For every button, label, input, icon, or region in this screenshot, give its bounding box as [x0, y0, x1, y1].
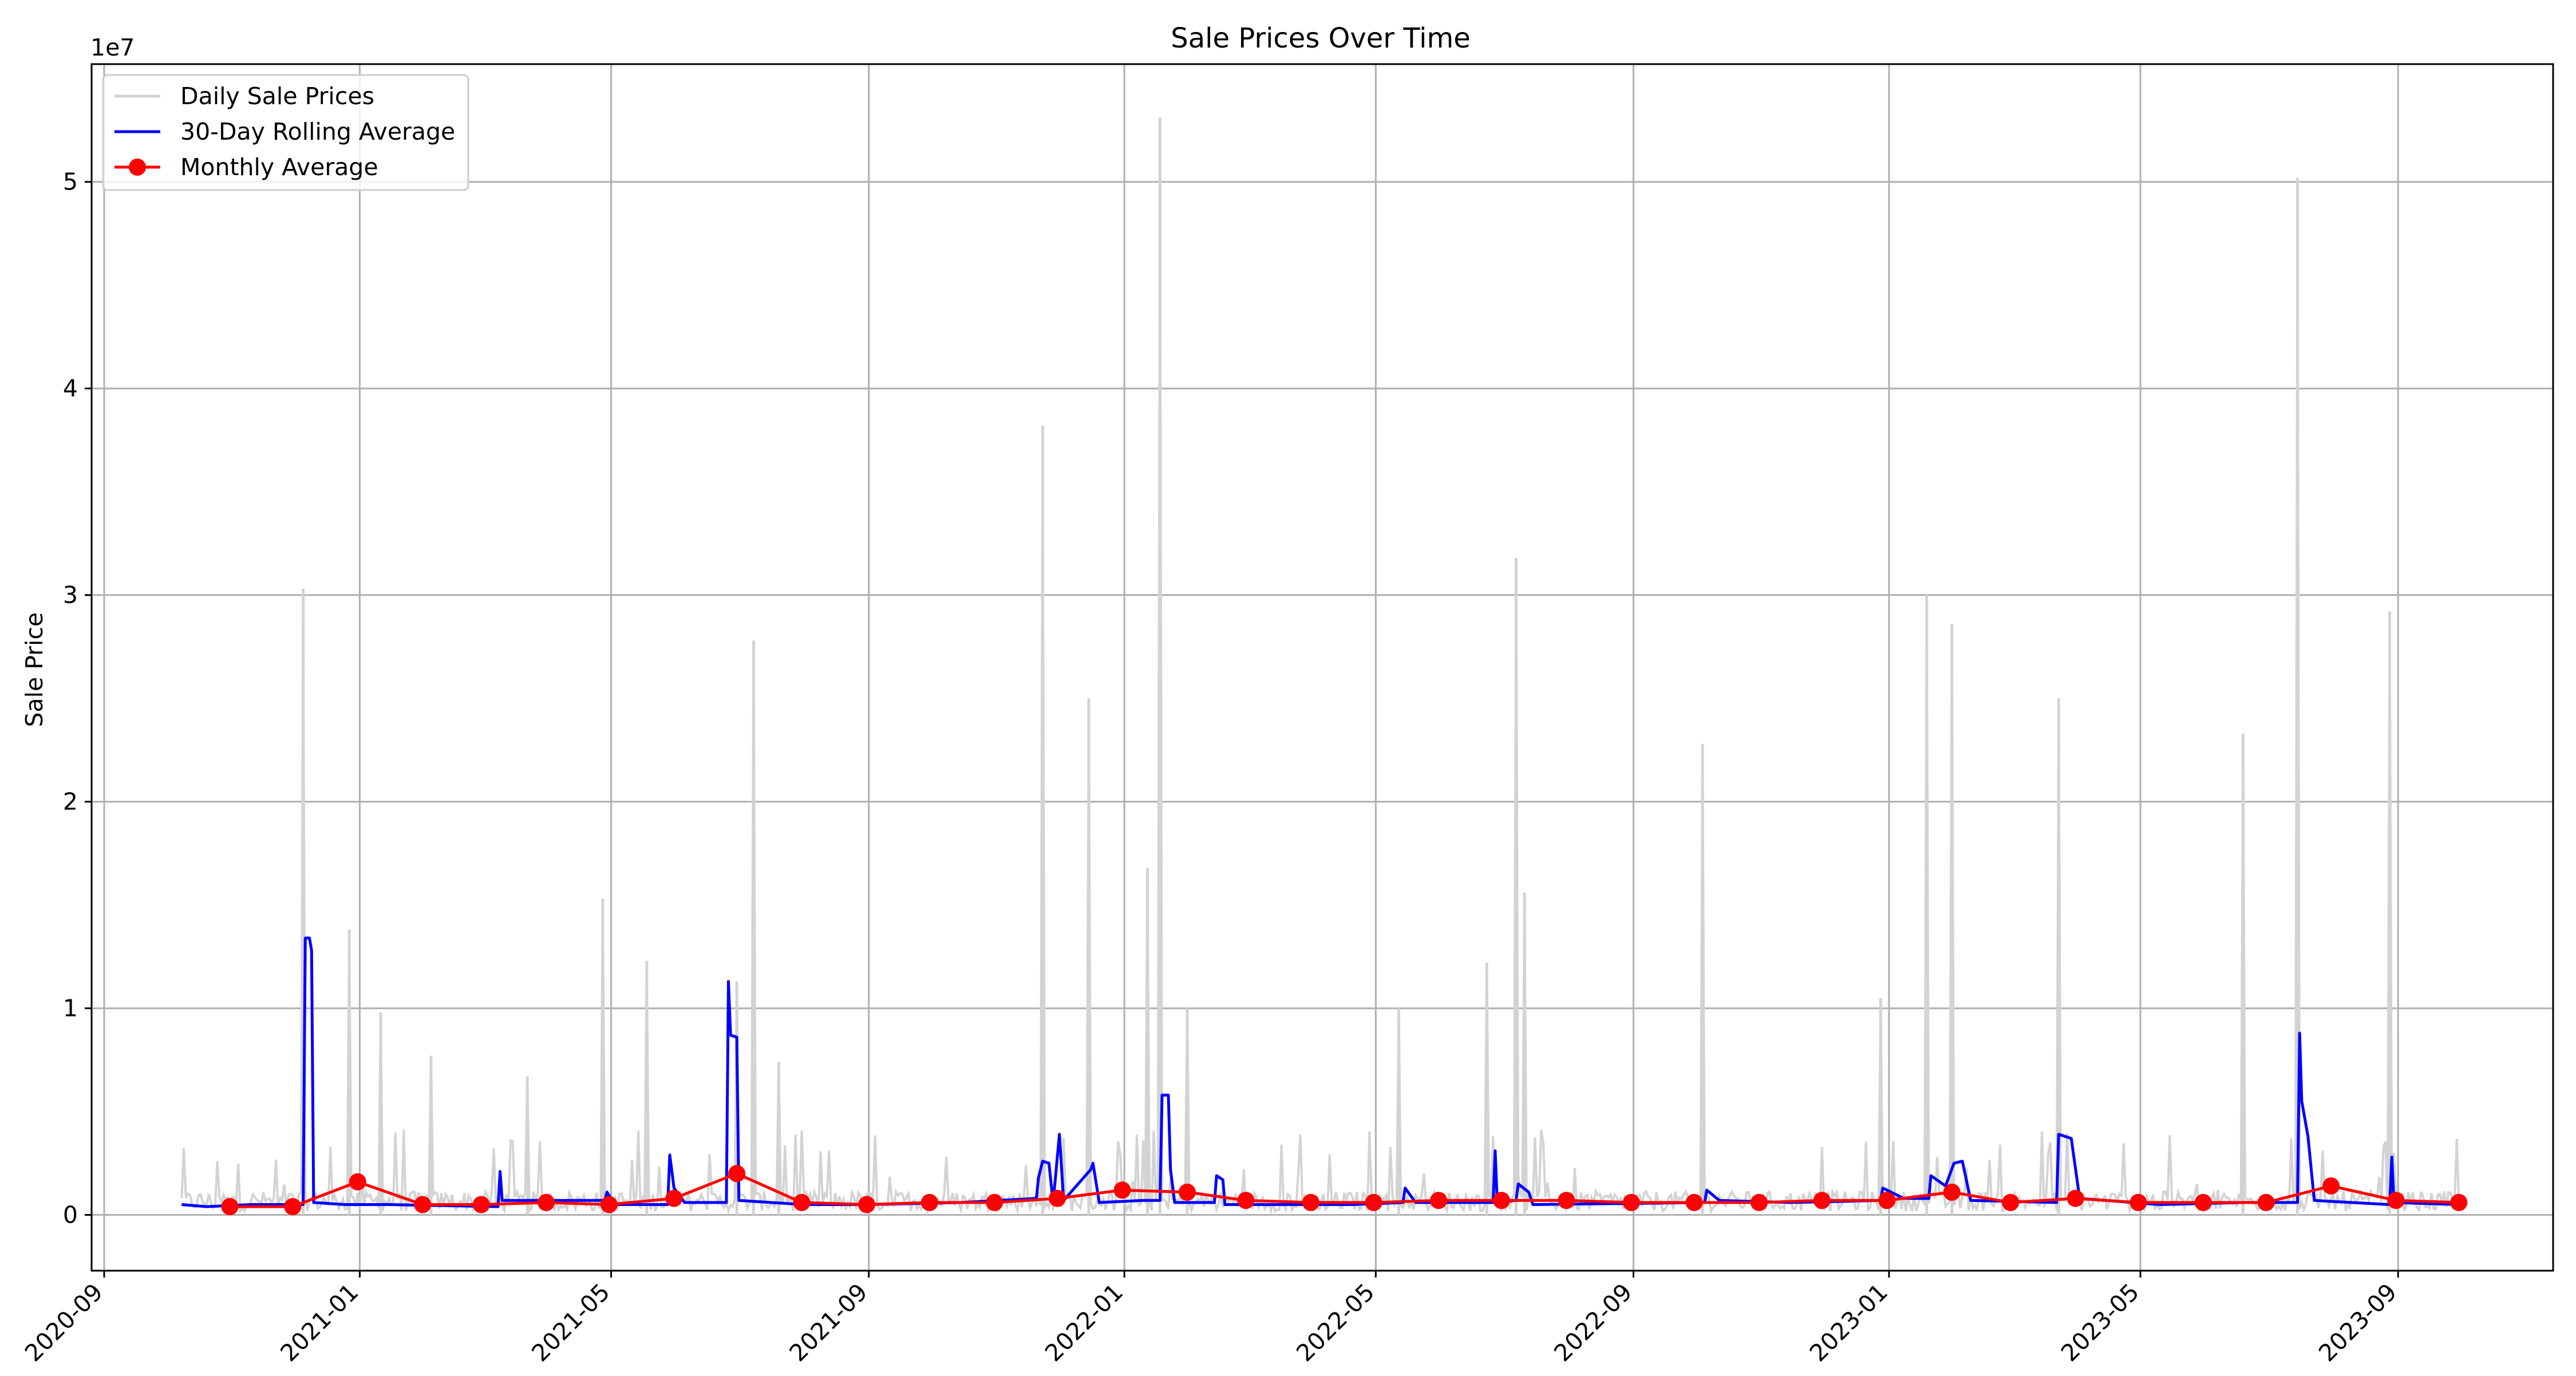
- legend-marker-monthly: [129, 159, 146, 176]
- monthly-average-point: [538, 1193, 555, 1211]
- x-tick-label: 2021-09: [784, 1278, 873, 1367]
- monthly-average-point: [665, 1189, 683, 1207]
- monthly-average-point: [1558, 1192, 1575, 1209]
- x-tick-label: 2020-09: [19, 1278, 108, 1367]
- monthly-average-point: [284, 1198, 302, 1216]
- monthly-average-point: [349, 1173, 366, 1191]
- grid-layer: [92, 64, 2553, 1271]
- monthly-average-point: [1492, 1192, 1510, 1209]
- monthly-average-point: [1751, 1193, 1768, 1211]
- x-tick-label: 2022-05: [1291, 1278, 1380, 1367]
- monthly-average-point: [1178, 1183, 1196, 1201]
- rolling-average-line: [181, 936, 2459, 1208]
- monthly-average-point: [1113, 1181, 1131, 1199]
- legend-label-rolling: 30-Day Rolling Average: [180, 118, 455, 145]
- x-tick-label: 2022-01: [1040, 1278, 1128, 1367]
- monthly-average-point: [793, 1193, 811, 1211]
- x-tick-label: 2021-05: [527, 1278, 615, 1367]
- y-axis-label: Sale Price: [21, 612, 48, 727]
- monthly-average-point: [2387, 1192, 2405, 1209]
- monthly-average-point: [221, 1198, 239, 1216]
- y-axis-offset-label: 1e7: [90, 34, 135, 61]
- monthly-average-point: [2002, 1193, 2020, 1211]
- legend-box: [102, 74, 469, 191]
- monthly-average-point: [858, 1196, 876, 1213]
- monthly-average-point: [986, 1193, 1003, 1211]
- monthly-average-point: [1813, 1192, 1831, 1209]
- monthly-average-line: [230, 1172, 2459, 1208]
- x-tick-label: 2021-01: [275, 1278, 364, 1367]
- x-tick-label: 2022-09: [1548, 1278, 1637, 1367]
- y-tick-label: 2: [63, 788, 78, 816]
- monthly-average-point: [1943, 1183, 1961, 1201]
- y-tick-label: 4: [63, 375, 78, 402]
- plot-frame: [90, 63, 2554, 1272]
- monthly-average-point: [1622, 1193, 1640, 1211]
- monthly-average-point: [2067, 1189, 2084, 1207]
- plot-area: [180, 117, 2468, 1216]
- monthly-average-point: [2129, 1193, 2147, 1211]
- monthly-average-point: [1237, 1192, 1255, 1209]
- monthly-average-point: [1365, 1193, 1382, 1211]
- legend-label-daily: Daily Sale Prices: [180, 82, 374, 110]
- x-tick-label: 2023-01: [1804, 1278, 1893, 1367]
- y-tick-label: 0: [63, 1201, 78, 1229]
- monthly-average-point: [2322, 1177, 2340, 1195]
- monthly-average-point: [1685, 1193, 1703, 1211]
- monthly-average-point: [920, 1193, 938, 1211]
- y-tick-label: 3: [63, 582, 78, 609]
- monthly-average-point: [728, 1165, 746, 1183]
- monthly-average-point: [600, 1196, 618, 1213]
- y-tick-label: 1: [63, 995, 78, 1022]
- monthly-average-point: [1430, 1192, 1448, 1209]
- monthly-average-point: [1302, 1193, 1319, 1211]
- legend-label-monthly: Monthly Average: [180, 153, 378, 181]
- legend: Daily Sale Prices 30-Day Rolling Average…: [102, 74, 469, 191]
- monthly-average-point: [1878, 1192, 1896, 1209]
- chart-title: Sale Prices Over Time: [1171, 22, 1471, 54]
- daily-sale-prices-line: [180, 117, 2460, 1216]
- monthly-average-point: [472, 1196, 490, 1213]
- y-tick-label: 5: [63, 168, 78, 196]
- monthly-average-point: [414, 1196, 432, 1213]
- monthly-average-point: [2257, 1193, 2275, 1211]
- x-tick-label: 2023-05: [2056, 1278, 2144, 1367]
- monthly-average-point: [1049, 1189, 1066, 1207]
- monthly-average-point: [2450, 1193, 2468, 1211]
- monthly-average-point: [2194, 1193, 2212, 1211]
- x-tick-label: 2023-09: [2313, 1278, 2402, 1367]
